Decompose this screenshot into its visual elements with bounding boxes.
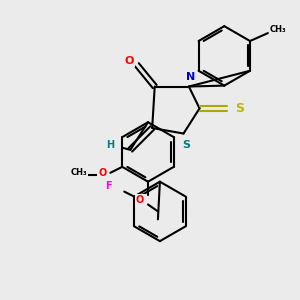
Text: S: S: [235, 102, 244, 115]
Text: CH₃: CH₃: [269, 25, 286, 34]
Text: O: O: [98, 168, 106, 178]
Text: CH₃: CH₃: [70, 168, 87, 177]
Text: F: F: [105, 181, 112, 191]
Text: S: S: [182, 140, 190, 150]
Text: H: H: [106, 140, 115, 150]
Text: O: O: [136, 194, 144, 205]
Text: N: N: [186, 72, 196, 82]
Text: O: O: [124, 56, 134, 66]
